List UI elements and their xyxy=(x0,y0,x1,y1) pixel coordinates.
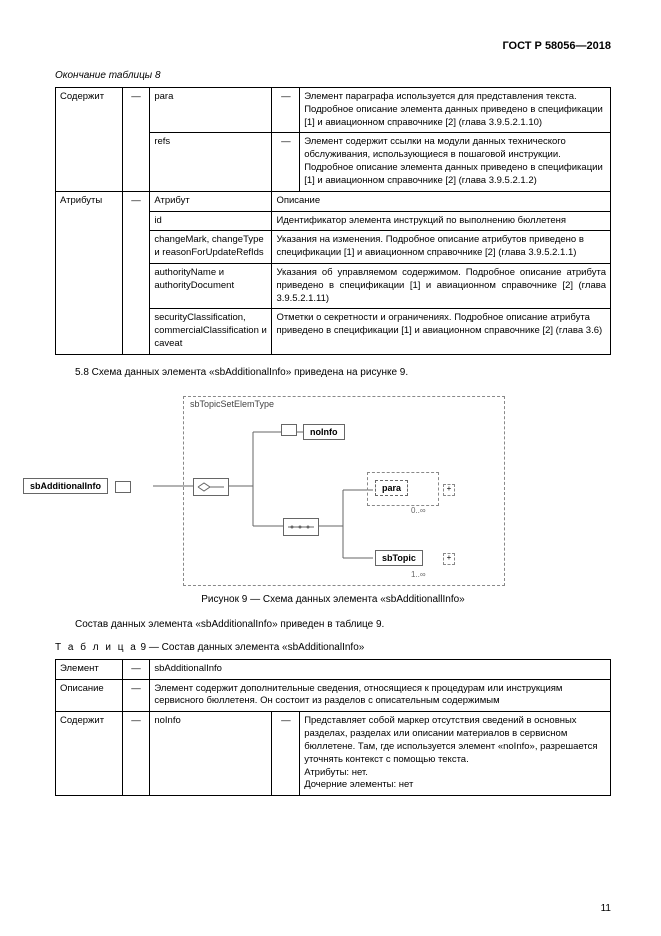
cell: id xyxy=(150,211,272,231)
table-row: Описание — Элемент содержит дополнительн… xyxy=(56,679,611,712)
table-row: Элемент — sbAdditionalInfo xyxy=(56,659,611,679)
cell: Представляет собой маркер отсутствия све… xyxy=(300,712,611,796)
table8: Содержит — para — Элемент параграфа испо… xyxy=(55,87,611,355)
cell: Элемент параграфа используется для предс… xyxy=(300,88,611,133)
cardinality-para: 0..∞ xyxy=(411,506,426,515)
cell: Элемент содержит ссылки на модули данных… xyxy=(300,133,611,191)
group-label: sbTopicSetElemType xyxy=(190,399,274,409)
cell: Указания об управляемом содержимом. Подр… xyxy=(272,263,611,308)
table9: Элемент — sbAdditionalInfo Описание — Эл… xyxy=(55,659,611,796)
cell: authorityName и authorityDocument xyxy=(150,263,272,308)
page: ГОСТ Р 58056—2018 Окончание таблицы 8 Со… xyxy=(0,0,661,936)
table8-caption: Окончание таблицы 8 xyxy=(55,70,611,81)
cell: securityClassification, commercialClassi… xyxy=(150,309,272,354)
cell: Элемент содержит дополнительные сведения… xyxy=(150,679,611,712)
expand-icon: + xyxy=(443,553,455,565)
cell: sbAdditionalInfo xyxy=(150,659,611,679)
table-row: Содержит — noInfo — Представляет собой м… xyxy=(56,712,611,796)
page-number: 11 xyxy=(601,903,611,914)
cell: — xyxy=(272,133,300,191)
paragraph-5-8: 5.8 Схема данных элемента «sbAdditionalI… xyxy=(55,367,611,378)
cell: Идентификатор элемента инструкций по вып… xyxy=(272,211,611,231)
cell: Содержит xyxy=(56,88,123,192)
cell: Атрибуты xyxy=(56,191,123,354)
sequence-icon xyxy=(283,518,319,536)
cell: — xyxy=(122,679,150,712)
cell: — xyxy=(122,659,150,679)
cell: Содержит xyxy=(56,712,123,796)
table9-title-prefix: Т а б л и ц а xyxy=(55,642,138,653)
cardinality-sbtopic: 1..∞ xyxy=(411,570,426,579)
expand-icon: + xyxy=(443,484,455,496)
table9-title-rest: 9 — Состав данных элемента «sbAdditional… xyxy=(138,642,365,653)
node-sbtopic: sbTopic xyxy=(375,550,423,566)
cell: noInfo xyxy=(150,712,272,796)
node-para: para xyxy=(375,480,408,496)
cell: refs xyxy=(150,133,272,191)
table-row: Атрибуты — Атрибут Описание xyxy=(56,191,611,211)
choice-icon xyxy=(193,478,229,496)
cell: Описание xyxy=(56,679,123,712)
cell: Описание xyxy=(272,191,611,211)
document-code: ГОСТ Р 58056—2018 xyxy=(55,40,611,52)
cell: Атрибут xyxy=(150,191,272,211)
cell: — xyxy=(122,191,150,354)
attr-icon xyxy=(115,481,131,493)
cell: — xyxy=(272,88,300,133)
table9-title: Т а б л и ц а 9 — Состав данных элемента… xyxy=(55,642,611,653)
paragraph-after-fig: Состав данных элемента «sbAdditionalInfo… xyxy=(55,619,611,630)
cell: — xyxy=(122,712,150,796)
cell: Отметки о секретности и ограничениях. По… xyxy=(272,309,611,354)
cell: changeMark, changeType и reasonForUpdate… xyxy=(150,231,272,264)
cell: Указания на изменения. Подробное описани… xyxy=(272,231,611,264)
node-noinfo: noInfo xyxy=(303,424,345,440)
node-root: sbAdditionalInfo xyxy=(23,478,108,494)
cell: Элемент xyxy=(56,659,123,679)
seq-marker xyxy=(281,424,297,436)
cell: — xyxy=(122,88,150,192)
cell: para xyxy=(150,88,272,133)
figure9-caption: Рисунок 9 — Схема данных элемента «sbAdd… xyxy=(55,594,611,605)
table-row: Содержит — para — Элемент параграфа испо… xyxy=(56,88,611,133)
schema-diagram: sbAdditionalInfo sbTopicSetElemType noIn… xyxy=(153,386,513,586)
cell: — xyxy=(272,712,300,796)
